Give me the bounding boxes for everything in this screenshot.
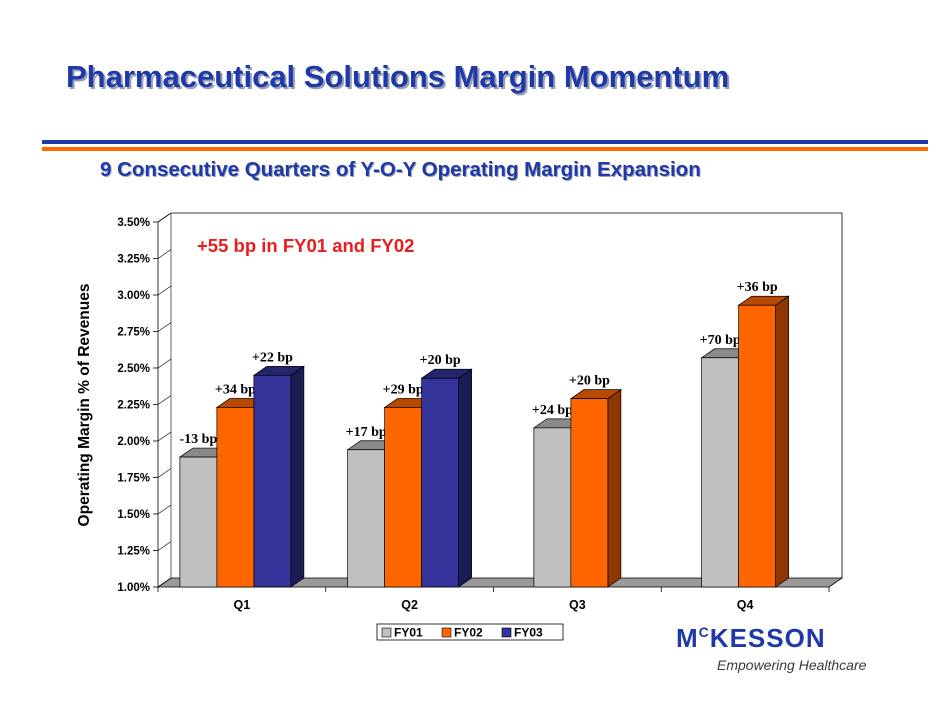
bar-data-label: +70 bp (700, 333, 741, 348)
callout-text: +55 bp in FY01 and FY02 (197, 235, 414, 256)
y-tick-label: 2.00% (117, 436, 150, 448)
bar-fy02-q1 (216, 407, 255, 588)
x-category-label: Q3 (569, 598, 586, 612)
x-category-label: Q4 (737, 598, 754, 612)
bar-side (607, 388, 622, 588)
logo-name-prefix: M (676, 623, 699, 653)
bar-fy02-q4 (738, 304, 776, 588)
logo-tagline: Empowering Healthcare (717, 657, 867, 673)
bar-side (775, 295, 789, 588)
legend-swatch-fy01 (381, 627, 392, 638)
y-tick-depth (157, 358, 172, 369)
logo-name-sup: C (698, 624, 710, 640)
bar-fy01-q4 (701, 357, 739, 588)
y-axis-title: Operating Margin % of Revenues (76, 284, 93, 527)
y-tick-label: 1.75% (117, 473, 150, 485)
y-tick-label: 3.50% (117, 217, 150, 229)
legend-label: FY03 (514, 626, 543, 640)
bar-data-label: +34 bp (215, 382, 256, 397)
legend-box (376, 623, 564, 641)
y-tick-depth (157, 322, 172, 332)
bar-fy03-q2 (421, 377, 459, 588)
bar-fy02-q2 (384, 407, 422, 588)
title-rule-orange (42, 147, 928, 151)
legend-swatch-fy03 (501, 627, 512, 638)
y-tick-label: 2.25% (117, 400, 150, 412)
bar-data-label: -13 bp (180, 432, 218, 447)
bar-data-label: +17 bp (346, 425, 387, 440)
legend-swatch-fy02 (441, 627, 452, 638)
title-rule-blue (42, 140, 928, 144)
bar-data-label: +29 bp (383, 382, 424, 397)
y-tick-depth (157, 212, 172, 223)
y-tick-label: 1.25% (117, 546, 150, 558)
y-tick-depth (157, 249, 172, 259)
y-tick-depth (157, 285, 172, 296)
y-tick-label: 3.25% (117, 254, 150, 266)
bar-data-label: +20 bp (420, 353, 461, 368)
bar-side (458, 368, 472, 588)
y-tick-label: 1.50% (117, 509, 150, 521)
bar-fy03-q1 (253, 374, 292, 588)
x-category-label: Q2 (401, 598, 418, 612)
y-tick-label: 2.75% (117, 327, 150, 339)
bar-side (290, 365, 305, 588)
logo-name-suffix: KESSON (709, 623, 826, 653)
page-title: Pharmaceutical Solutions Margin Momentum (66, 59, 730, 94)
bar-fy02-q3 (570, 398, 609, 588)
legend-label: FY01 (394, 626, 423, 640)
y-tick-depth (157, 541, 172, 551)
x-category-label: Q1 (234, 598, 251, 612)
y-tick-depth (157, 504, 172, 515)
y-tick-depth (157, 431, 172, 442)
bar-data-label: +20 bp (569, 374, 610, 389)
y-tick-label: 2.50% (117, 363, 150, 375)
y-tick-label: 1.00% (117, 582, 150, 594)
y-tick-depth (157, 577, 172, 588)
legend-label: FY02 (454, 626, 483, 640)
mckesson-logo: MCKESSON (676, 623, 826, 654)
y-tick-depth (157, 395, 172, 405)
bar-fy01-q3 (533, 427, 572, 588)
subtitle: 9 Consecutive Quarters of Y-O-Y Operatin… (100, 158, 701, 181)
bar-data-label: +22 bp (252, 350, 293, 365)
bar-data-label: +24 bp (532, 403, 573, 418)
bar-data-label: +36 bp (737, 280, 778, 295)
bar-fy01-q2 (347, 449, 385, 588)
bar-fy01-q1 (179, 456, 218, 588)
y-tick-depth (157, 468, 172, 478)
y-tick-label: 3.00% (117, 290, 150, 302)
